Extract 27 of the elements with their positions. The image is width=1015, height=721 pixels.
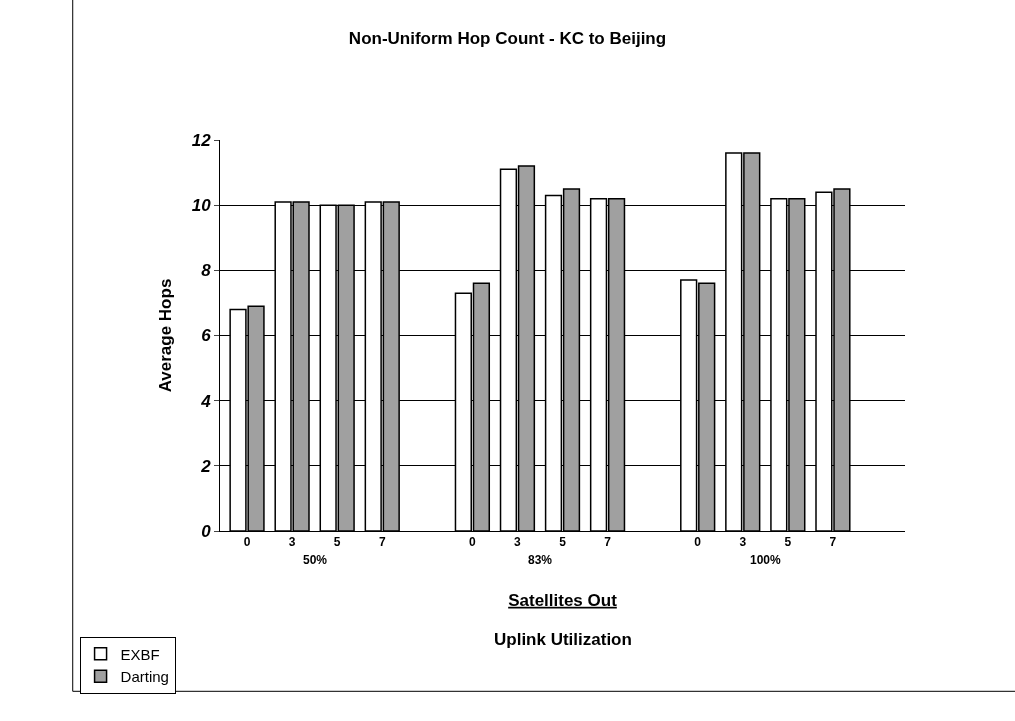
x-tick-label: 0 (469, 535, 477, 550)
x-tick-label: 7 (604, 535, 612, 550)
x-tick-label: 5 (333, 535, 341, 550)
x-tick-label: 7 (378, 535, 386, 550)
y-tick-label: 6 (201, 326, 212, 346)
x-tick-label: 3 (288, 535, 296, 550)
y-tick-label: 12 (191, 130, 212, 150)
x-tick-label: 3 (739, 535, 747, 550)
y-tick-label: 10 (191, 196, 212, 216)
x-tick-label: 3 (514, 535, 522, 550)
x-tick-label: 0 (694, 535, 702, 550)
text: 83% (528, 553, 553, 567)
y-axis-title: Average Hops (156, 278, 176, 393)
legend-label: Darting (120, 668, 169, 686)
y-tick-label: 4 (200, 391, 212, 411)
x-tick-label: 5 (784, 535, 792, 550)
y-tick-label: 8 (201, 261, 212, 281)
text: 50% (303, 553, 328, 567)
x-tick-label: 0 (243, 535, 251, 550)
text: Uplink Utilization (494, 630, 632, 649)
text: 100% (750, 553, 782, 567)
chart-title: Non-Uniform Hop Count - KC to Beijing (348, 29, 667, 49)
x-tick-label: 7 (829, 535, 837, 550)
legend-label: EXBF (120, 645, 160, 663)
y-tick-label: 2 (200, 456, 212, 476)
x-tick-label: 5 (559, 535, 567, 550)
x-axis-title: Satellites Out (508, 590, 618, 610)
